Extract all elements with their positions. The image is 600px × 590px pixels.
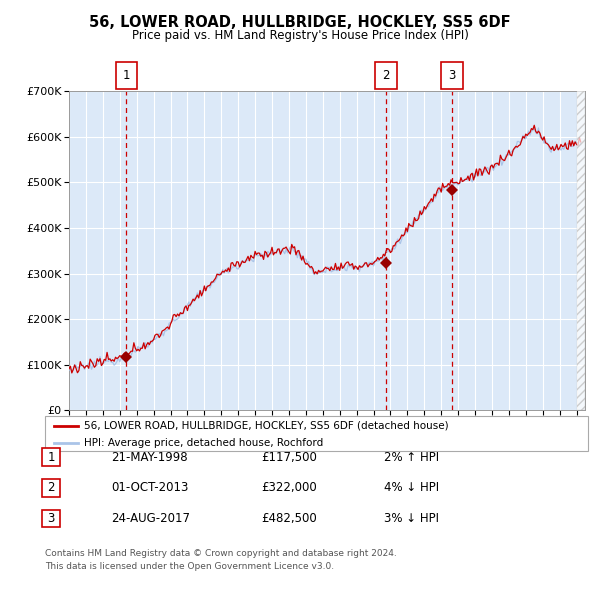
Text: Price paid vs. HM Land Registry's House Price Index (HPI): Price paid vs. HM Land Registry's House … — [131, 30, 469, 42]
Text: 4% ↓ HPI: 4% ↓ HPI — [384, 481, 439, 494]
Text: 56, LOWER ROAD, HULLBRIDGE, HOCKLEY, SS5 6DF (detached house): 56, LOWER ROAD, HULLBRIDGE, HOCKLEY, SS5… — [84, 421, 449, 431]
Text: 3% ↓ HPI: 3% ↓ HPI — [384, 512, 439, 525]
Text: HPI: Average price, detached house, Rochford: HPI: Average price, detached house, Roch… — [84, 438, 323, 447]
Text: 3: 3 — [47, 512, 55, 525]
Text: Contains HM Land Registry data © Crown copyright and database right 2024.: Contains HM Land Registry data © Crown c… — [45, 549, 397, 558]
Text: £117,500: £117,500 — [261, 451, 317, 464]
Text: This data is licensed under the Open Government Licence v3.0.: This data is licensed under the Open Gov… — [45, 562, 334, 571]
Text: 1: 1 — [122, 68, 130, 82]
Text: 1: 1 — [47, 451, 55, 464]
Text: 2: 2 — [382, 68, 390, 82]
Text: 56, LOWER ROAD, HULLBRIDGE, HOCKLEY, SS5 6DF: 56, LOWER ROAD, HULLBRIDGE, HOCKLEY, SS5… — [89, 15, 511, 30]
Text: 24-AUG-2017: 24-AUG-2017 — [111, 512, 190, 525]
Text: £482,500: £482,500 — [261, 512, 317, 525]
Text: 01-OCT-2013: 01-OCT-2013 — [111, 481, 188, 494]
Text: 2: 2 — [47, 481, 55, 494]
Text: 2% ↑ HPI: 2% ↑ HPI — [384, 451, 439, 464]
Text: 21-MAY-1998: 21-MAY-1998 — [111, 451, 188, 464]
Text: 3: 3 — [449, 68, 456, 82]
Text: £322,000: £322,000 — [261, 481, 317, 494]
